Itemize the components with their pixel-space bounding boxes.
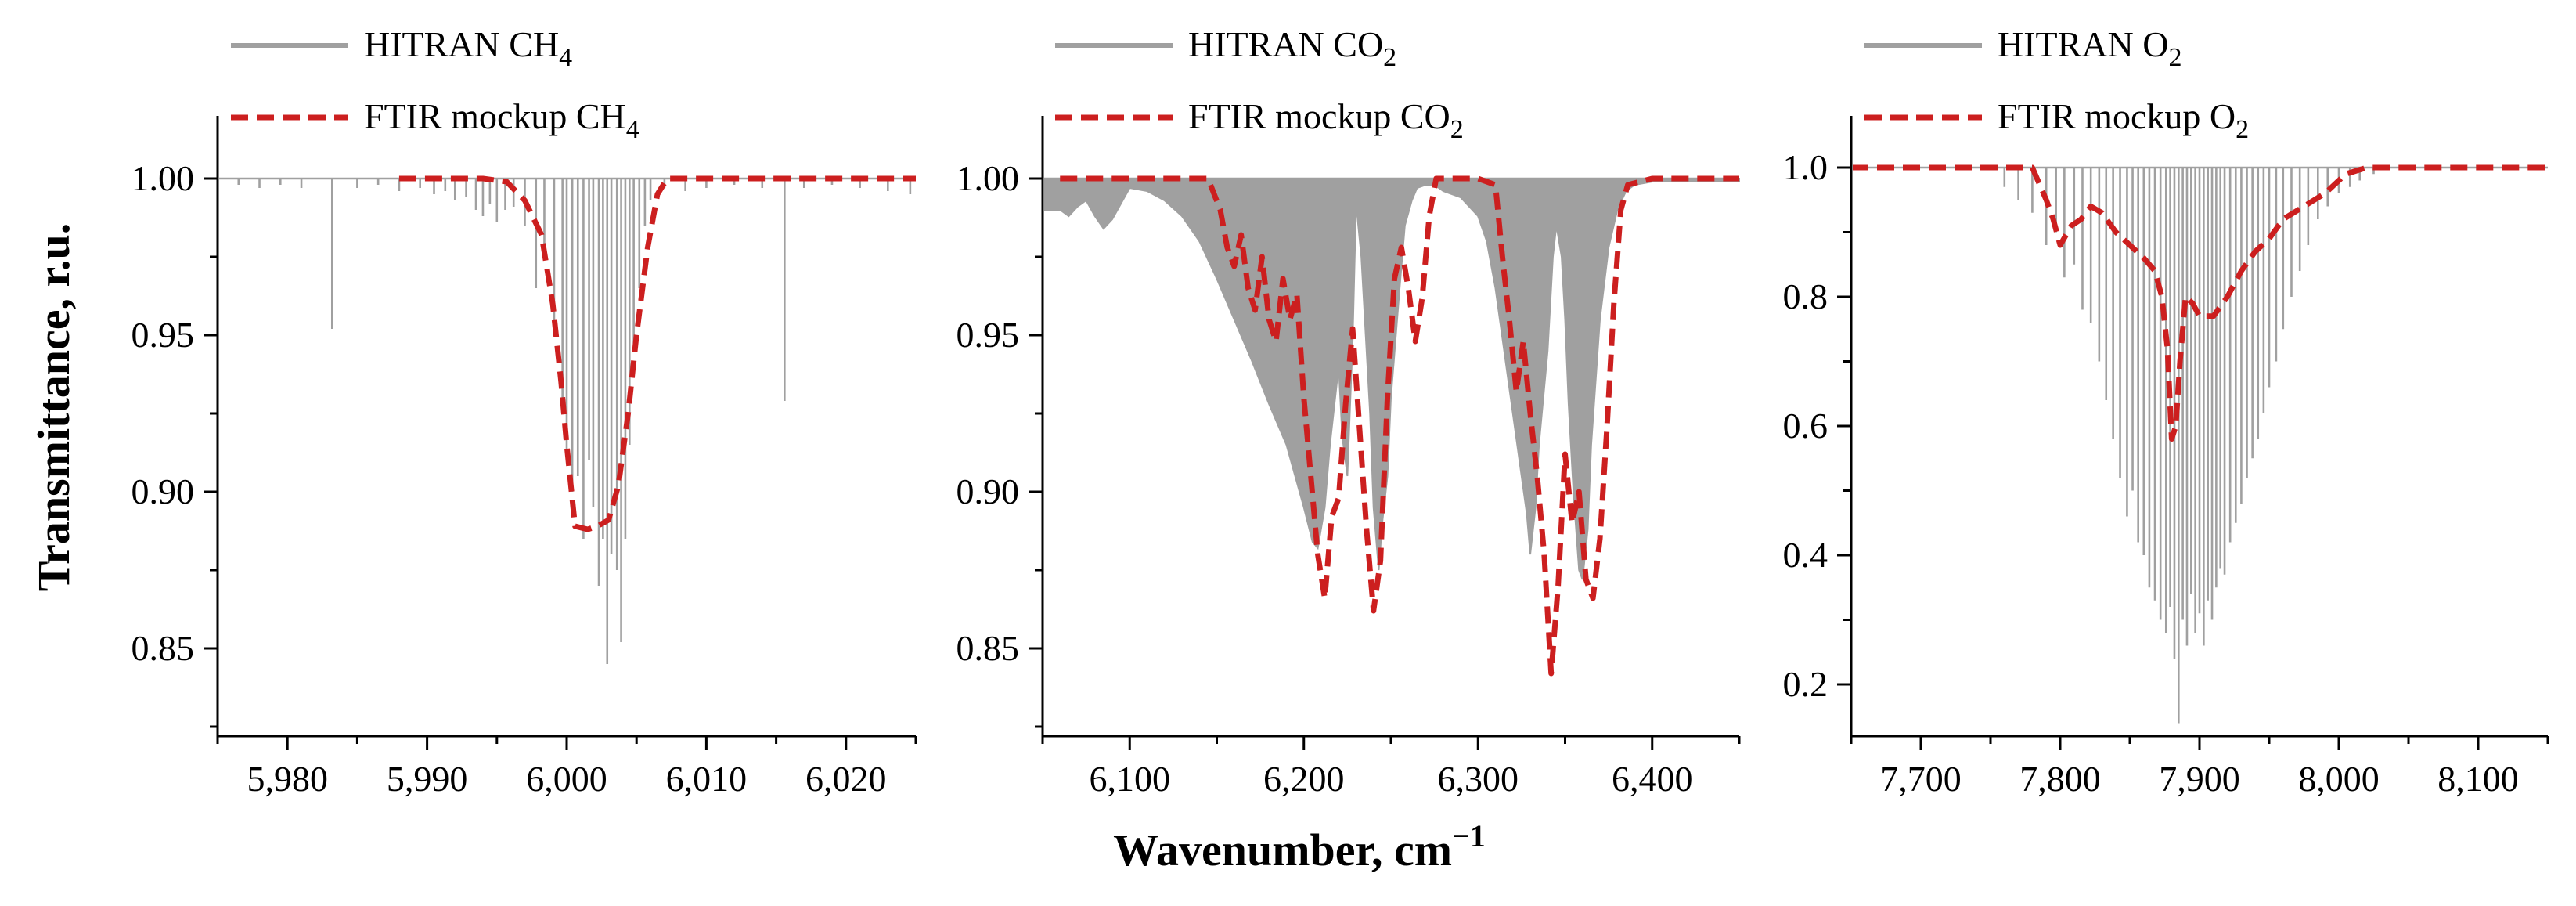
legend-ftir-label: FTIR mockup O2: [1998, 96, 2249, 144]
x-tick-label: 7,800: [2019, 759, 2101, 799]
legend-hitran-label: HITRAN O2: [1998, 24, 2181, 72]
y-axis-title: Transmittance, r.u.: [28, 223, 79, 591]
legend-label-subscript: 4: [559, 43, 572, 72]
y-tick-label: 0.85: [957, 628, 1020, 668]
legend-label-main: HITRAN CO: [1188, 24, 1383, 64]
legend-label-subscript: 4: [626, 115, 639, 144]
legend-hitran-label: HITRAN CH4: [364, 24, 572, 72]
legend-label-main: FTIR mockup CO: [1188, 96, 1450, 136]
x-tick-label: 6,020: [805, 759, 887, 799]
panel-o2: 7,700 7,800 7,900 8,000 8,100 0.2 0.4 0.6 0.8 1.0…: [1783, 24, 2549, 799]
x-tick-label: 5,990: [387, 759, 468, 799]
ftir-curve: [1853, 164, 2548, 442]
x-axis-title: Wavenumber, cm−1: [1113, 818, 1486, 875]
y-tick-label: 1.00: [132, 158, 195, 198]
legend-label-subscript: 2: [2236, 115, 2249, 144]
legend-label-main: FTIR mockup CH: [364, 96, 626, 136]
x-tick-label: 6,000: [526, 759, 607, 799]
legend-label-main: HITRAN O: [1998, 24, 2168, 64]
plot-area: [1044, 175, 1740, 677]
y-tick-label: 1.0: [1783, 147, 1828, 187]
legend-hitran-label: HITRAN CO2: [1188, 24, 1396, 72]
ftir-curve: [1060, 175, 1739, 677]
y-tick-label: 1.00: [957, 158, 1020, 198]
legend-label-subscript: 2: [1383, 43, 1396, 72]
legend-label-subscript: 2: [2168, 43, 2181, 72]
x-tick-label: 7,700: [1880, 759, 1962, 799]
x-tick-label: 6,200: [1263, 759, 1345, 799]
x-tick-label: 5,980: [247, 759, 328, 799]
panel-co2: 6,100 6,200 6,300 6,400 0.85 0.90 0.95 1.00 HITR…: [957, 24, 1741, 799]
y-tick-label: 0.90: [957, 471, 1020, 511]
legend-ftir-label: FTIR mockup CH4: [364, 96, 639, 144]
legend-label-main: FTIR mockup O: [1998, 96, 2236, 136]
legend-ftir-label: FTIR mockup CO2: [1188, 96, 1464, 144]
x-axis-title-superscript: −1: [1452, 818, 1486, 854]
x-tick-label: 8,100: [2437, 759, 2519, 799]
y-tick-label: 0.8: [1783, 276, 1828, 316]
legend-label-main: HITRAN CH: [364, 24, 559, 64]
y-tick-label: 0.95: [957, 315, 1020, 355]
panel-ch4: 5,980 5,990 6,000 6,010 6,020 0.85 0.90 0.95 1.0…: [132, 24, 917, 799]
x-tick-label: 6,100: [1090, 759, 1171, 799]
y-tick-label: 0.4: [1783, 535, 1828, 575]
x-tick-label: 6,300: [1438, 759, 1519, 799]
ftir-curve: [398, 175, 916, 532]
hitran-envelope: [1044, 178, 1740, 580]
plot-area: [219, 175, 916, 664]
legend-label-subscript: 2: [1450, 115, 1464, 144]
x-tick-label: 6,400: [1612, 759, 1693, 799]
y-tick-label: 0.90: [132, 471, 195, 511]
plot-area: [1853, 164, 2548, 724]
x-tick-label: 7,900: [2159, 759, 2240, 799]
y-tick-label: 0.2: [1783, 664, 1828, 704]
x-tick-label: 6,010: [666, 759, 748, 799]
x-tick-label: 8,000: [2298, 759, 2380, 799]
x-axis-title-main: Wavenumber, cm: [1113, 825, 1452, 875]
y-tick-label: 0.6: [1783, 406, 1828, 446]
y-tick-label: 0.95: [132, 315, 195, 355]
y-tick-label: 0.85: [132, 628, 195, 668]
